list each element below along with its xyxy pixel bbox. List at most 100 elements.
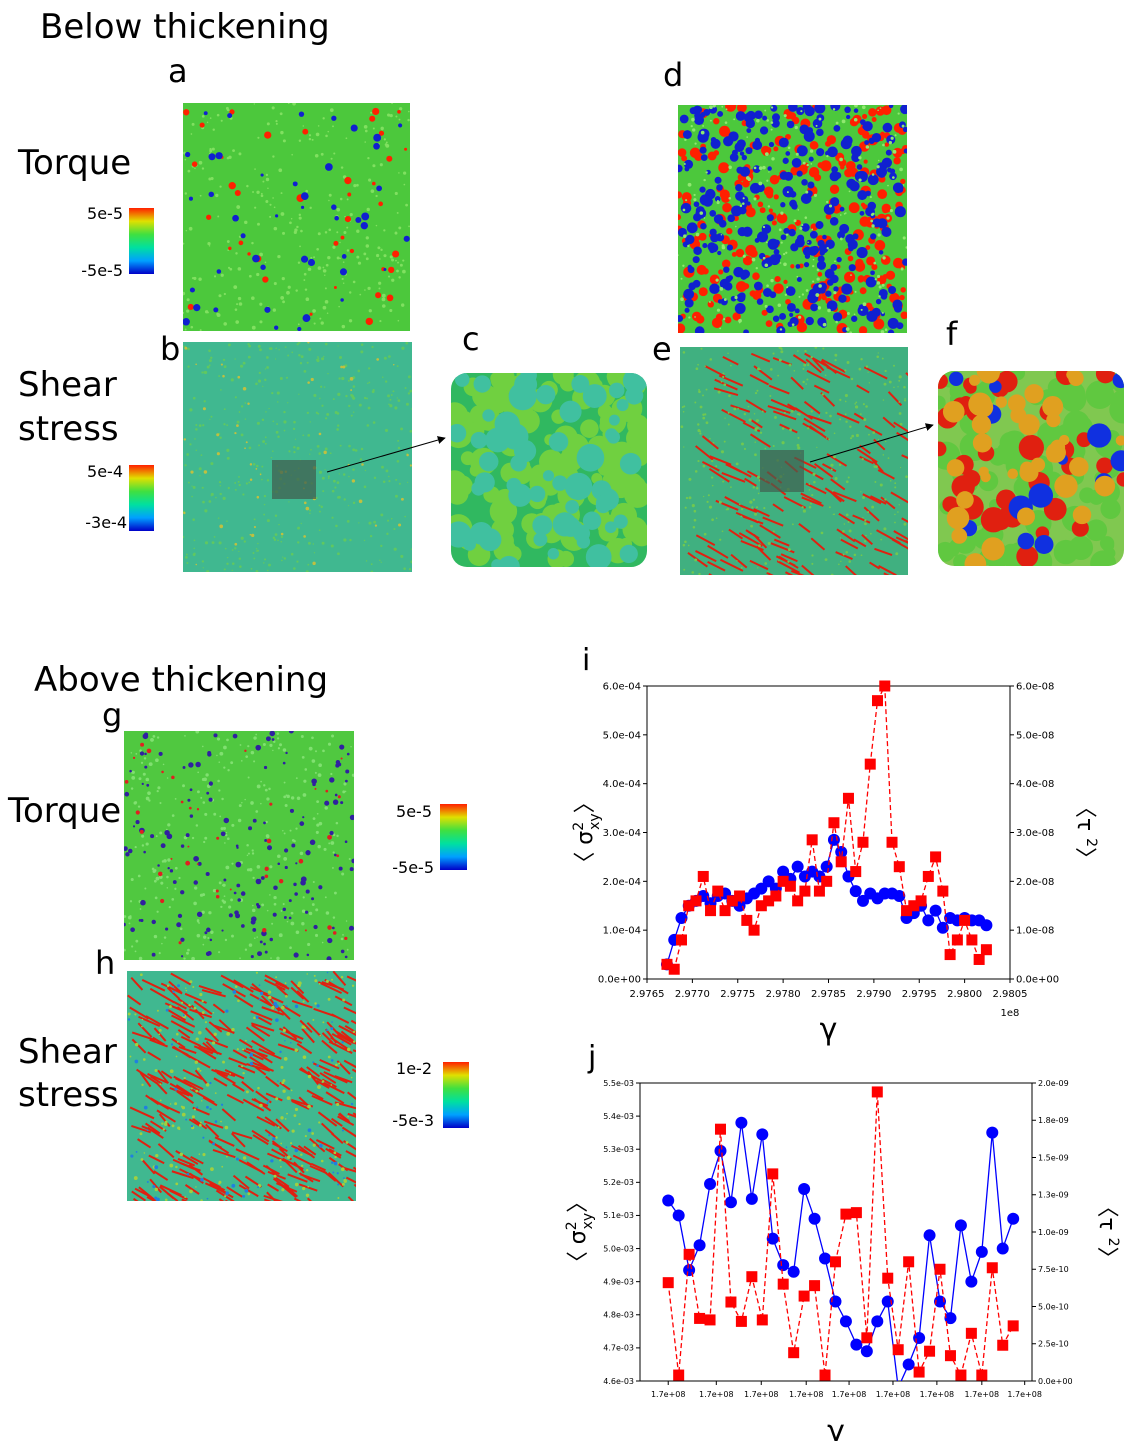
particle <box>230 889 232 891</box>
particle <box>333 931 337 935</box>
particle <box>880 107 882 109</box>
particle <box>380 163 383 166</box>
particle <box>401 498 404 501</box>
particle <box>408 226 410 228</box>
particle <box>322 542 325 545</box>
particle <box>732 252 737 257</box>
particle <box>247 855 248 856</box>
point <box>749 925 760 936</box>
particle <box>264 379 266 381</box>
particle <box>381 128 383 130</box>
particle <box>718 162 729 173</box>
particle <box>779 228 782 231</box>
particle <box>189 1190 193 1194</box>
particle <box>259 998 261 1000</box>
particle <box>851 435 854 438</box>
particle <box>190 788 193 791</box>
particle <box>365 470 366 471</box>
particle <box>868 174 879 185</box>
colorbar-label: 5e-4 <box>87 462 123 481</box>
particle <box>131 878 134 881</box>
particle <box>343 283 344 284</box>
particle <box>301 206 304 209</box>
particle <box>307 954 310 957</box>
particle <box>688 545 690 547</box>
particle <box>826 155 828 157</box>
particle <box>305 1135 307 1137</box>
particle <box>533 532 547 546</box>
particle <box>364 397 366 399</box>
particle <box>814 194 817 197</box>
particle <box>209 359 212 362</box>
particle <box>858 156 861 159</box>
particle <box>932 442 947 457</box>
particle <box>804 131 815 142</box>
particle <box>342 278 344 280</box>
particle <box>214 1033 217 1036</box>
particle <box>743 197 745 199</box>
particle <box>359 294 361 296</box>
particle <box>325 469 326 470</box>
particle <box>259 348 262 351</box>
panel-label: b <box>160 330 180 368</box>
particle <box>267 122 270 125</box>
particle <box>387 113 390 116</box>
particle <box>157 864 160 867</box>
particle <box>240 365 243 368</box>
particle <box>767 571 768 572</box>
particle <box>719 539 721 541</box>
particle <box>288 286 291 289</box>
particle <box>845 420 847 422</box>
particle <box>261 194 264 197</box>
particle <box>706 389 708 391</box>
particle <box>212 1142 215 1145</box>
particle <box>882 158 892 168</box>
particle <box>177 1041 179 1043</box>
particle <box>203 778 207 782</box>
particle <box>239 804 242 807</box>
particle <box>200 1178 204 1182</box>
particle <box>801 179 808 186</box>
point <box>835 846 847 858</box>
colorbar-label: -5e-3 <box>392 1111 434 1130</box>
particle <box>296 561 298 563</box>
particle <box>235 320 239 324</box>
particle <box>235 396 237 398</box>
particle <box>201 454 203 456</box>
particle <box>361 463 364 466</box>
particle <box>178 877 180 879</box>
particle <box>185 159 187 161</box>
particle <box>305 929 307 931</box>
particle <box>369 382 371 384</box>
particle <box>405 342 408 345</box>
particle <box>161 1122 163 1124</box>
particle <box>243 362 246 365</box>
particle <box>217 313 221 317</box>
particle <box>294 1114 297 1117</box>
particle <box>757 298 764 305</box>
particle <box>361 343 364 346</box>
particle <box>189 408 192 411</box>
particle <box>157 736 159 738</box>
particle <box>261 173 264 176</box>
particle <box>327 256 330 259</box>
particle <box>376 225 377 226</box>
particle <box>199 424 202 427</box>
particle <box>857 190 867 200</box>
particle <box>692 504 695 507</box>
particle <box>382 304 386 308</box>
particle <box>780 211 783 214</box>
particle <box>188 304 194 310</box>
particle <box>306 973 307 974</box>
particle <box>321 1160 324 1163</box>
particle <box>804 350 806 352</box>
particle <box>190 814 193 817</box>
particle <box>303 535 306 538</box>
particle <box>293 446 295 448</box>
particle <box>763 226 765 228</box>
x-tick-label: 1.7e+08 <box>832 1390 867 1399</box>
particle <box>741 443 744 446</box>
point <box>914 1367 925 1378</box>
particle <box>781 234 787 240</box>
point <box>820 1370 831 1381</box>
